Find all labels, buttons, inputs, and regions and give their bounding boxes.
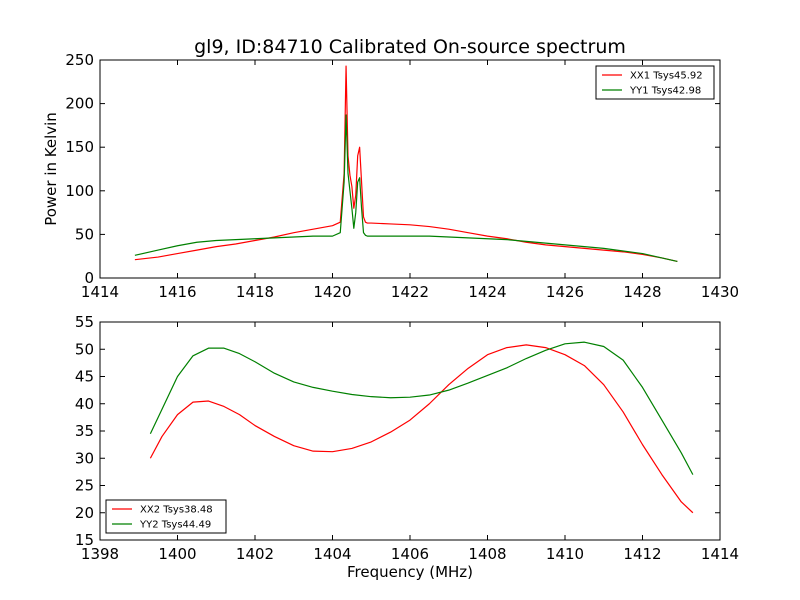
y-tick-label: 45 [75,368,94,386]
legend-label: YY1 Tsys42.98 [629,86,701,97]
y-tick-label: 35 [75,422,94,440]
chart-title: gl9, ID:84710 Calibrated On-source spect… [194,36,626,58]
x-tick-label: 1424 [468,283,506,301]
panels-layer: 1414 1416 1418 1420 1422 1424 1426 1428 14300501… [65,51,739,563]
legend-label: XX2 Tsys38.48 [140,505,213,516]
y-tick-label: 100 [65,182,94,200]
x-tick-label: 1430 [701,283,739,301]
y-tick-label: 55 [75,313,94,331]
y-tick-label: 20 [75,504,94,522]
series-line-bottom-1 [149,344,694,514]
x-tick-label: 1410 [546,545,584,563]
x-tick-label: 1414 [701,545,739,563]
legend-top: XX1 Tsys45.92 YY1 Tsys42.98 [595,65,715,100]
x-tick-label: 1398 [81,545,119,563]
legend-label: XX1 Tsys45.92 [630,71,703,82]
y-tick-label: 50 [75,225,94,243]
x-tick-label: 1416 [158,283,196,301]
x-tick-label: 1426 [546,283,584,301]
y-axis-label: Power in Kelvin [42,112,60,226]
legend-label: YY2 Tsys44.49 [139,520,211,531]
legend-box [105,499,227,534]
series-line-top-2 [134,114,678,263]
panel-top: 1414 1416 1418 1420 1422 1424 1426 1428 1430 0 50 1… [65,51,739,301]
x-tick-label: 1420 [313,283,351,301]
x-tick-label: 1408 [468,545,506,563]
y-tick-label: 50 [75,340,94,358]
legend-bottom: XX2 Tsys38.48 YY2 Tsys44.49 [105,499,227,534]
y-tick-label: 200 [65,95,94,113]
x-tick-label: 1428 [623,283,661,301]
y-tick-label: 0 [84,269,94,287]
x-tick-label: 1406 [391,545,429,563]
y-tick-label: 150 [65,138,94,156]
y-tick-label: 25 [75,477,94,495]
series-line-bottom-2 [149,341,694,475]
x-tick-label: 1412 [623,545,661,563]
panel-bottom: 1398 1400 1402 1404 1406 1408 1410 1412 1414 15 20… [75,313,739,563]
y-tick-label: 15 [75,531,94,549]
x-tick-label: 1402 [236,545,274,563]
x-tick-label: 1418 [236,283,274,301]
x-axis-label: Frequency (MHz) [347,563,473,581]
x-tick-label: 1404 [313,545,351,563]
legend-box [595,65,715,100]
x-tick-label: 1422 [391,283,429,301]
y-tick-label: 250 [65,51,94,69]
x-tick-label: 1414 [81,283,119,301]
y-tick-label: 30 [75,449,94,467]
x-tick-label: 1400 [158,545,196,563]
y-tick-label: 40 [75,395,94,413]
